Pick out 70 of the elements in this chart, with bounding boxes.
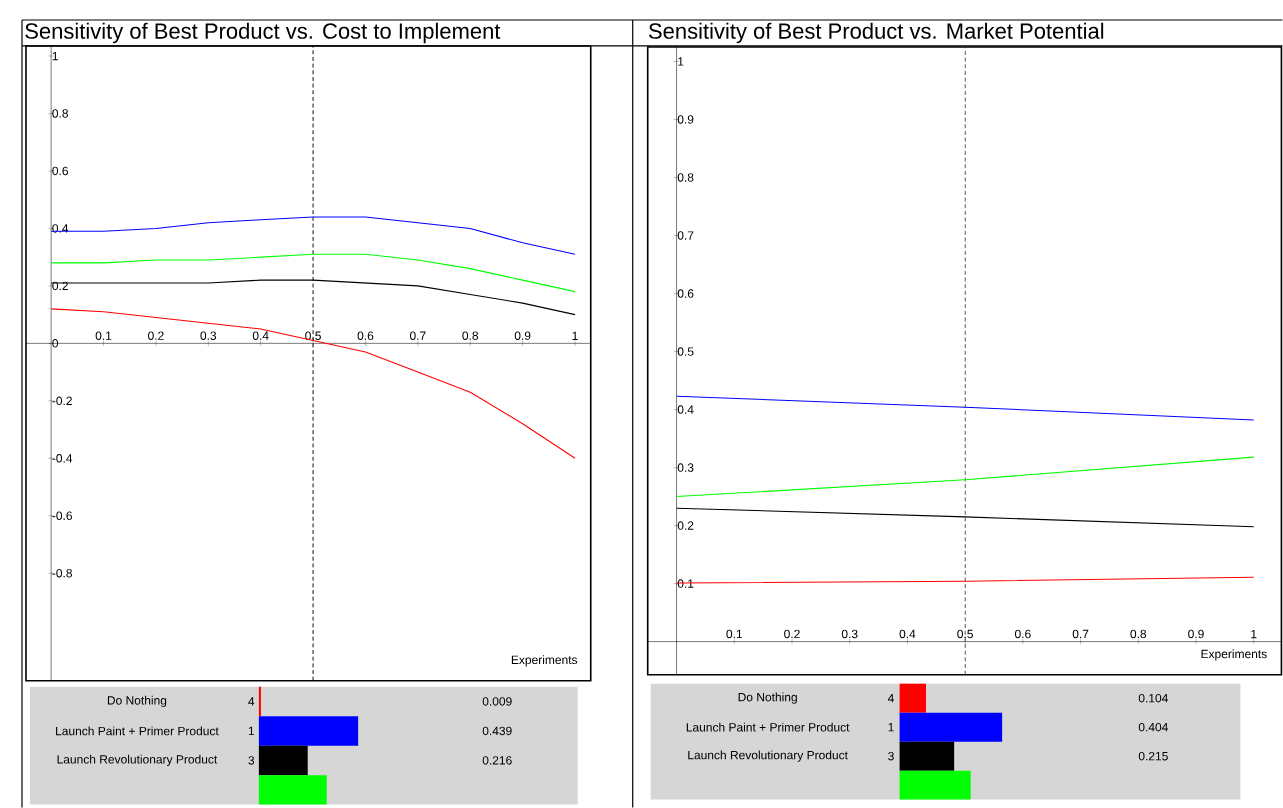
data-label: 0.439 xyxy=(482,726,512,736)
text: 4 xyxy=(887,693,894,703)
y-tick-label: 0.2 xyxy=(52,281,68,291)
text: 1 xyxy=(248,726,255,735)
y-tick-label: Do Nothing xyxy=(107,695,167,707)
bar xyxy=(258,716,359,746)
x-tick-label: 0.2 xyxy=(784,629,800,639)
y-tick-label: -0.4 xyxy=(52,453,73,463)
x-tick-label: 0.2 xyxy=(148,331,164,340)
y-tick-label: 0.6 xyxy=(677,289,694,298)
bar xyxy=(899,712,1003,742)
x-axis-title: Experiments xyxy=(511,655,578,667)
bar xyxy=(258,745,308,776)
y-tick-label: Launch Revolutionary Product xyxy=(57,754,218,766)
y-tick-label: 1 xyxy=(52,51,58,61)
x-tick-label: 0.1 xyxy=(95,331,112,340)
bar xyxy=(899,683,926,713)
y-tick-label: Launch Revolutionary Product xyxy=(688,750,848,762)
bar xyxy=(899,770,971,800)
text: 3 xyxy=(248,756,255,765)
y-tick-label: 0.3 xyxy=(677,463,694,472)
y-tick-label: Launch Paint + Primer Product xyxy=(686,722,850,732)
y-tick-label: Launch Paint + Primer Product xyxy=(56,726,219,736)
y-tick-label: 0.7 xyxy=(677,231,694,240)
y-tick-label: -0.2 xyxy=(52,396,72,405)
line-series xyxy=(50,216,576,255)
x-axis-title: Experiments xyxy=(1201,649,1267,661)
x-tick-label: 0.9 xyxy=(514,331,531,340)
y-tick-label: 1 xyxy=(678,57,684,66)
data-label: 0.104 xyxy=(1138,693,1168,703)
x-tick-label: 0.1 xyxy=(726,629,743,639)
y-tick-label: -0.8 xyxy=(52,568,72,578)
y-tick-label: 0.4 xyxy=(677,405,694,414)
data-label: 0.215 xyxy=(1138,751,1168,761)
bar xyxy=(258,775,327,805)
y-tick-label: 0.8 xyxy=(677,173,694,182)
data-label: 0.009 xyxy=(482,697,512,706)
y-tick-label: Do Nothing xyxy=(738,692,797,704)
y-tick-label: 0.2 xyxy=(677,521,694,530)
y-tick-label: 0.6 xyxy=(52,166,68,176)
x-tick-label: 0.6 xyxy=(357,331,374,340)
y-tick-label: 0.9 xyxy=(677,115,694,124)
y-tick-label: 0 xyxy=(52,338,59,348)
text: 4 xyxy=(248,697,255,706)
x-tick-label: 0.5 xyxy=(305,331,321,340)
text: 1 xyxy=(888,722,894,732)
bar xyxy=(899,741,955,771)
x-tick-label: 1 xyxy=(1251,629,1257,639)
x-tick-label: 0.7 xyxy=(409,331,426,340)
x-tick-label: 0.6 xyxy=(1014,629,1031,639)
x-tick-label: 0.9 xyxy=(1188,629,1204,639)
data-label: 0.216 xyxy=(482,756,512,765)
x-tick-label: 0.3 xyxy=(841,629,858,639)
x-tick-label: 0.5 xyxy=(957,629,973,639)
data-label: 0.404 xyxy=(1138,722,1168,732)
x-tick-label: 0.4 xyxy=(252,331,269,340)
x-tick-label: 1 xyxy=(572,331,578,340)
line-series xyxy=(50,253,576,293)
x-tick-label: 0.7 xyxy=(1072,629,1089,639)
x-tick-label: 0.8 xyxy=(1130,629,1147,639)
text: 3 xyxy=(888,751,894,761)
y-tick-label: 0.4 xyxy=(52,224,69,233)
bar xyxy=(258,686,261,717)
chart-title: Sensitivity of Best Product vs. Cost to Implement xyxy=(25,22,501,44)
y-tick-label: 0.8 xyxy=(52,109,68,118)
x-tick-label: 0.8 xyxy=(462,331,479,340)
y-tick-label: 0.5 xyxy=(677,347,694,356)
y-tick-label: -0.6 xyxy=(52,511,72,520)
x-tick-label: 0.4 xyxy=(899,629,916,639)
chart-title: Sensitivity of Best Product vs. Market Potential xyxy=(648,22,1104,44)
